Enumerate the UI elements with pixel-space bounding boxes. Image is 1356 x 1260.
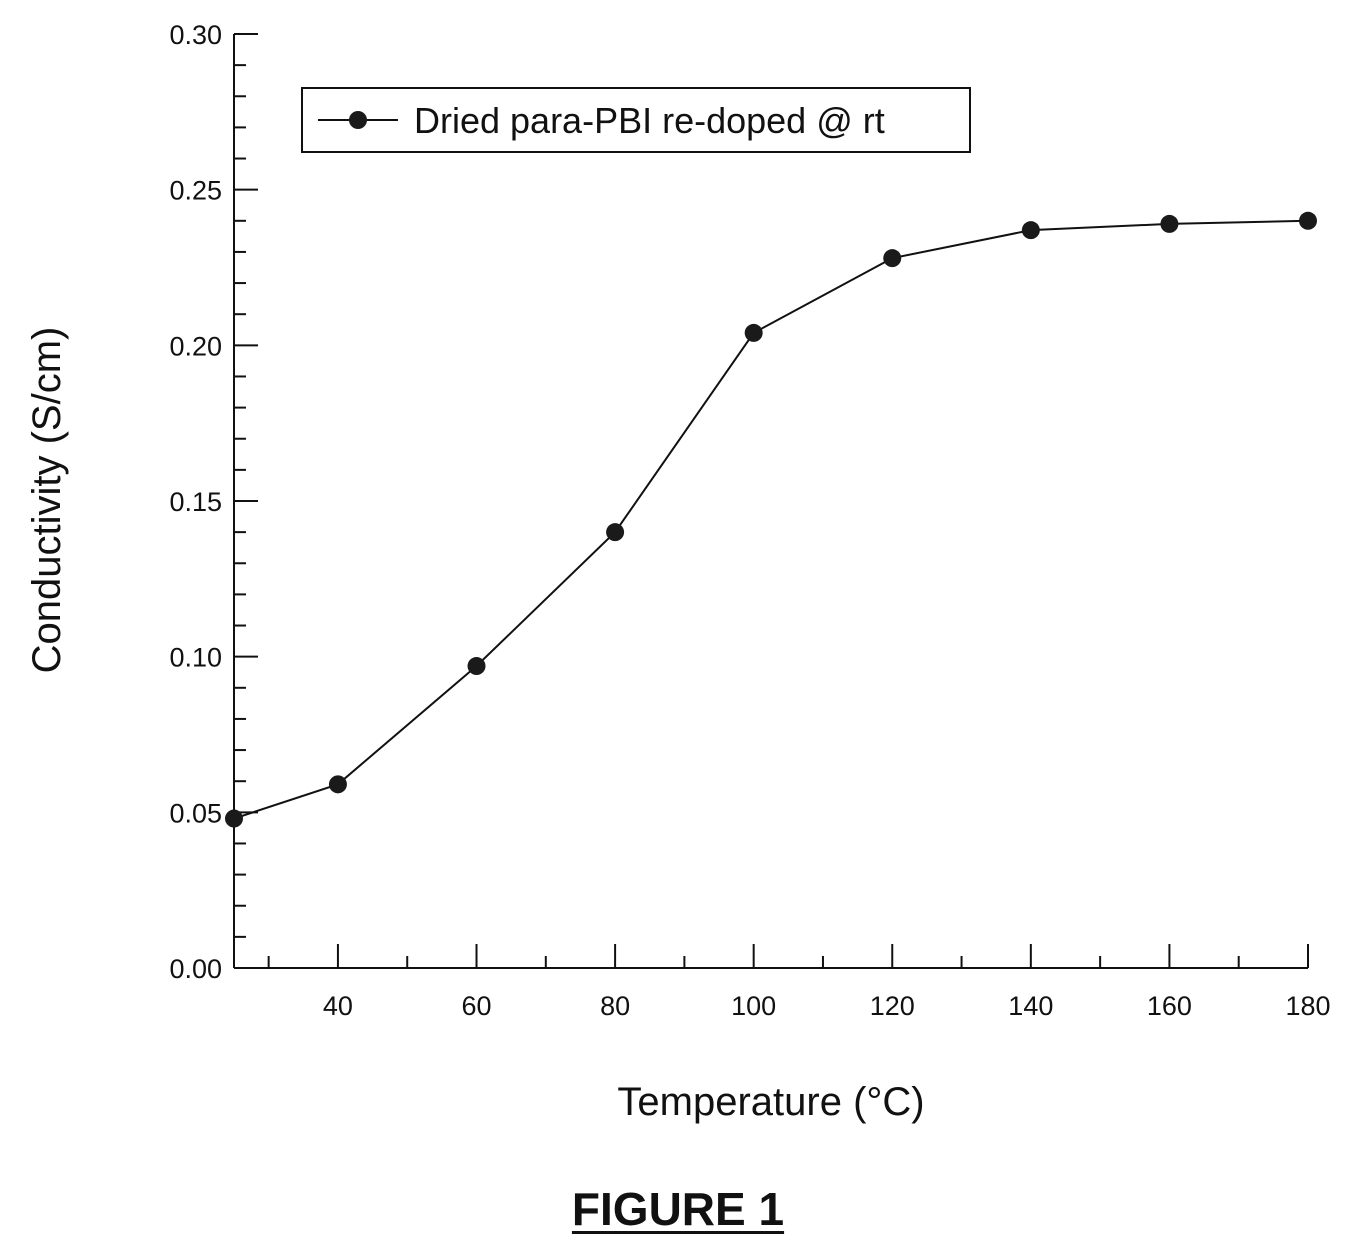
axes bbox=[233, 34, 1308, 969]
y-tick-label: 0.30 bbox=[169, 20, 222, 50]
data-point bbox=[467, 657, 486, 676]
data-point bbox=[744, 323, 763, 342]
x-tick-label: 40 bbox=[323, 991, 353, 1021]
x-tick-label: 100 bbox=[731, 991, 776, 1021]
data-point bbox=[225, 809, 243, 828]
data-point bbox=[606, 523, 625, 542]
data-point bbox=[883, 249, 902, 268]
y-tick-label: 0.15 bbox=[169, 487, 222, 517]
data-point bbox=[328, 775, 347, 794]
x-axis-title: Temperature (°C) bbox=[617, 1080, 924, 1124]
legend-box bbox=[301, 87, 971, 153]
series-layer bbox=[225, 211, 1317, 828]
y-tick-label: 0.05 bbox=[169, 798, 222, 828]
figure-caption-text: FIGURE 1 bbox=[571, 1183, 785, 1235]
legend-marker-sample bbox=[349, 111, 367, 129]
y-tick-label: 0.25 bbox=[169, 176, 222, 206]
figure-caption: FIGURE 1 bbox=[0, 1182, 1356, 1236]
x-tick-label: 180 bbox=[1285, 991, 1330, 1021]
x-tick-label: 80 bbox=[600, 991, 630, 1021]
data-point bbox=[1021, 221, 1040, 240]
data-point bbox=[1160, 214, 1179, 233]
y-axis-ticks: 0.00 0.05 0.10 0.15 0.20 0.25 0.30 bbox=[169, 20, 258, 984]
x-axis-ticks: 40 60 80 100 120 140 160 180 bbox=[267, 944, 1331, 1021]
x-tick-label: 60 bbox=[461, 991, 491, 1021]
data-point bbox=[1299, 211, 1317, 230]
series-line bbox=[233, 219, 1309, 820]
y-tick-label: 0.20 bbox=[169, 331, 222, 361]
y-tick-label: 0.00 bbox=[169, 954, 222, 984]
y-axis-title: Conductivity (S/cm) bbox=[25, 327, 69, 674]
legend-entry-label: Dried para-PBI re-doped @ rt bbox=[414, 100, 885, 141]
legend: Dried para-PBI re-doped @ rt bbox=[301, 87, 971, 153]
x-tick-label: 120 bbox=[870, 991, 915, 1021]
y-tick-label: 0.10 bbox=[169, 643, 222, 673]
x-tick-label: 160 bbox=[1147, 991, 1192, 1021]
conductivity-chart: 40 60 80 100 120 140 160 180 0.000.050.100.150.… bbox=[25, 20, 1331, 1124]
x-tick-label: 140 bbox=[1008, 991, 1053, 1021]
